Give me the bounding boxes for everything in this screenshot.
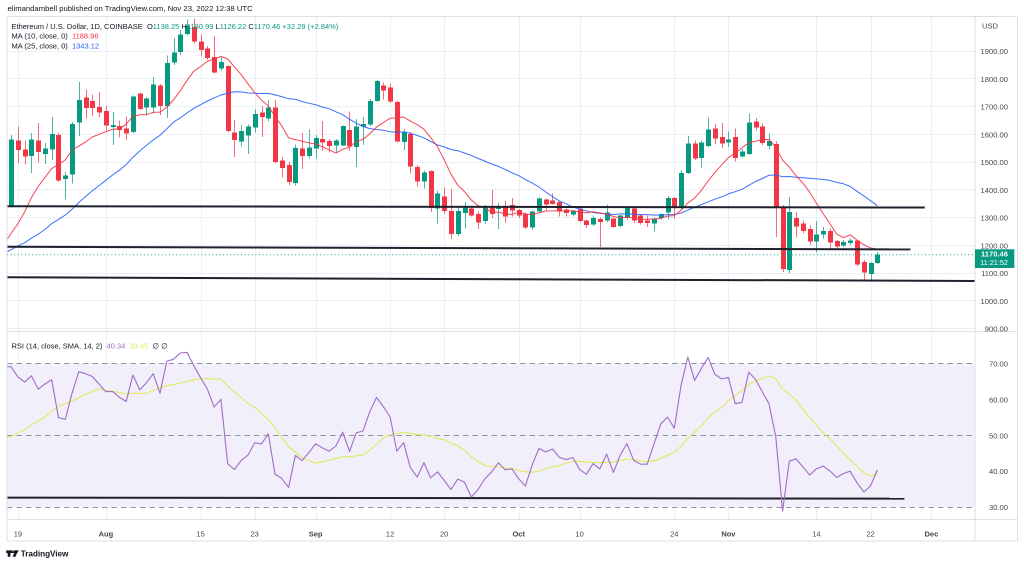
svg-text:15: 15 (196, 530, 204, 539)
svg-text:RSI (14, close, SMA, 14, 2) 4: RSI (14, close, SMA, 14, 2) 40.34 39.45 … (12, 342, 169, 351)
svg-text:TradingView: TradingView (21, 549, 69, 558)
svg-text:MA (25, close, 0) 1343.12: MA (25, close, 0) 1343.12 (12, 42, 100, 51)
svg-text:Oct: Oct (512, 530, 525, 539)
svg-text:50.00: 50.00 (989, 431, 1008, 440)
svg-text:10: 10 (575, 530, 583, 539)
svg-text:1600.00: 1600.00 (981, 130, 1008, 139)
svg-text:19: 19 (14, 530, 22, 539)
svg-text:24: 24 (670, 530, 678, 539)
svg-text:60.00: 60.00 (989, 395, 1008, 404)
svg-text:Nov: Nov (721, 530, 736, 539)
svg-text:22: 22 (866, 530, 874, 539)
svg-text:900.00: 900.00 (985, 325, 1008, 334)
svg-text:1200.00: 1200.00 (981, 241, 1008, 250)
svg-text:20: 20 (440, 530, 448, 539)
svg-text:1170.46: 1170.46 (981, 250, 1008, 259)
svg-text:Aug: Aug (99, 530, 114, 539)
svg-text:12: 12 (386, 530, 394, 539)
svg-text:elimandambell published on Tra: elimandambell published on TradingView.c… (8, 4, 254, 13)
svg-text:Sep: Sep (309, 530, 323, 539)
svg-text:70.00: 70.00 (989, 360, 1008, 369)
svg-text:1900.00: 1900.00 (981, 47, 1008, 56)
svg-text:14: 14 (812, 530, 820, 539)
svg-text:1000.00: 1000.00 (981, 297, 1008, 306)
svg-text:1100.00: 1100.00 (981, 269, 1008, 278)
svg-text:23: 23 (251, 530, 259, 539)
svg-text:Dec: Dec (925, 530, 939, 539)
svg-text:1400.00: 1400.00 (981, 186, 1008, 195)
svg-text:Ethereum / U.S. Dollar, 1D, CO: Ethereum / U.S. Dollar, 1D, COINBASE O11… (12, 22, 339, 31)
svg-text:30.00: 30.00 (989, 503, 1008, 512)
svg-text:11:21:52: 11:21:52 (980, 258, 1008, 267)
svg-text:1700.00: 1700.00 (981, 103, 1008, 112)
svg-text:1300.00: 1300.00 (981, 214, 1008, 223)
svg-text:40.00: 40.00 (989, 467, 1008, 476)
svg-text:1500.00: 1500.00 (981, 158, 1008, 167)
svg-text:MA (10, close, 0) 1188.96: MA (10, close, 0) 1188.96 (12, 32, 99, 41)
svg-text:USD: USD (982, 21, 999, 30)
svg-text:1800.00: 1800.00 (981, 75, 1008, 84)
